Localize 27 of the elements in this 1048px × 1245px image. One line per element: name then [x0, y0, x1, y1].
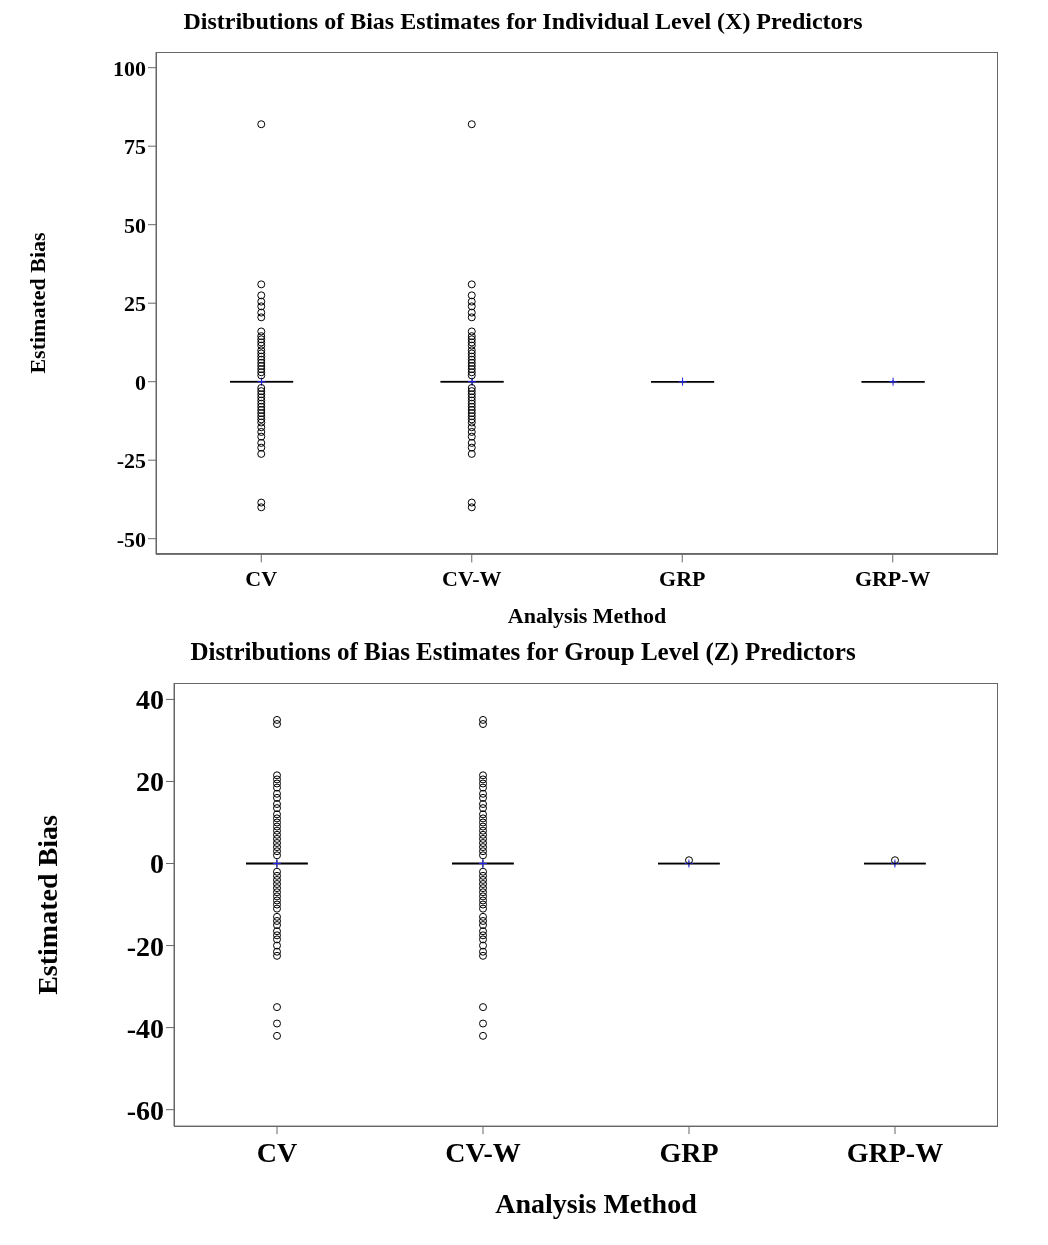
y-tick-label: 100	[113, 55, 146, 81]
y-axis-title: Estimated Bias	[31, 815, 64, 995]
y-tick-label: -60	[126, 1095, 165, 1127]
x-axis-title: Analysis Method	[506, 602, 668, 630]
x-axis-title: Analysis Method	[494, 1188, 698, 1222]
y-tick-label: -40	[126, 1013, 165, 1045]
x-tick-label: GRP	[659, 1137, 719, 1169]
x-tick-label: GRP-W	[854, 566, 931, 592]
chart-title: Distributions of Bias Estimates for Group Level (Z) Predictors	[189, 637, 857, 668]
y-tick-label: -25	[116, 448, 146, 474]
y-tick-label: 20	[136, 766, 165, 798]
y-tick-label: 0	[150, 848, 165, 880]
x-tick-label: GRP-W	[846, 1137, 944, 1169]
y-tick-label: -50	[116, 526, 146, 552]
x-tick-label: CV	[256, 1137, 298, 1169]
y-tick-label: 40	[136, 684, 165, 716]
y-tick-label: 25	[124, 291, 147, 317]
x-tick-label: CV-W	[442, 566, 502, 592]
y-tick-label: 50	[124, 212, 147, 238]
x-tick-label: CV	[245, 566, 278, 592]
y-tick-label: 75	[124, 134, 147, 160]
y-tick-label: -20	[126, 931, 165, 962]
y-axis-title: Estimated Bias	[25, 232, 52, 374]
x-tick-label: CV-W	[445, 1137, 521, 1169]
y-tick-label: 0	[135, 369, 146, 395]
x-tick-label: GRP	[659, 566, 706, 592]
chart-title: Distributions of Bias Estimates for Individual Level (X) Predictors	[182, 8, 864, 36]
